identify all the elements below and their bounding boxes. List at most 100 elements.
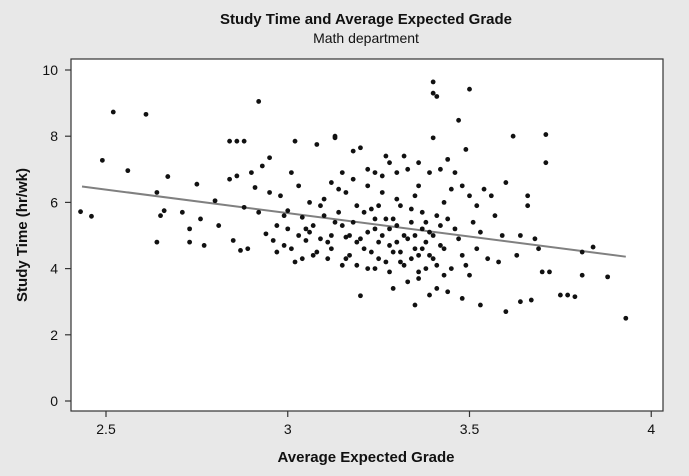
- data-point: [416, 276, 422, 281]
- data-point: [412, 233, 418, 238]
- data-point: [405, 166, 411, 172]
- data-point: [89, 213, 94, 219]
- data-point: [394, 223, 400, 228]
- data-point: [459, 295, 465, 301]
- data-point: [579, 272, 585, 278]
- x-tick-label: 3.5: [460, 421, 480, 437]
- data-point: [241, 138, 247, 144]
- data-point: [350, 219, 356, 225]
- data-point: [510, 133, 516, 139]
- data-point: [405, 279, 411, 285]
- data-point: [354, 262, 360, 268]
- data-point: [470, 219, 476, 225]
- data-point: [328, 233, 334, 238]
- data-point: [416, 183, 422, 189]
- x-axis-label: Average Expected Grade: [277, 449, 454, 466]
- data-point: [358, 293, 363, 299]
- data-point: [434, 213, 440, 219]
- data-point: [245, 246, 251, 252]
- data-point: [296, 183, 302, 189]
- data-point: [78, 209, 83, 215]
- data-point: [463, 262, 469, 268]
- data-point: [238, 247, 243, 253]
- data-point: [441, 272, 447, 278]
- data-point: [394, 170, 400, 176]
- data-point: [339, 223, 345, 228]
- data-point: [350, 148, 356, 154]
- data-point: [423, 239, 429, 245]
- data-point: [267, 190, 272, 195]
- data-point: [194, 181, 200, 187]
- data-point: [623, 315, 629, 321]
- data-point: [372, 266, 378, 271]
- data-point: [379, 233, 385, 238]
- data-point: [543, 160, 549, 166]
- data-point: [408, 256, 414, 262]
- data-point: [525, 203, 531, 209]
- data-point: [339, 262, 345, 268]
- y-tick-label: 6: [50, 194, 58, 210]
- data-point: [361, 209, 367, 215]
- data-point: [387, 226, 392, 232]
- data-point: [161, 208, 167, 214]
- data-point: [434, 286, 440, 291]
- data-point: [303, 226, 309, 232]
- data-point: [288, 170, 294, 176]
- data-point: [427, 292, 432, 298]
- data-point: [416, 252, 422, 258]
- y-tick-label: 0: [50, 393, 58, 409]
- data-point: [343, 190, 349, 195]
- chart-subtitle: Math department: [313, 30, 419, 46]
- data-point: [438, 223, 443, 228]
- data-point: [401, 153, 407, 159]
- data-point: [401, 262, 407, 268]
- data-point: [325, 239, 331, 245]
- data-point: [256, 209, 262, 215]
- data-point: [387, 269, 392, 275]
- data-point: [336, 209, 342, 215]
- data-point: [307, 229, 312, 235]
- data-point: [445, 216, 451, 222]
- y-tick-label: 10: [42, 62, 58, 78]
- data-point: [318, 203, 323, 209]
- data-point: [227, 176, 232, 182]
- data-point: [368, 206, 374, 212]
- data-point: [267, 155, 272, 161]
- data-point: [314, 142, 320, 147]
- data-point: [459, 183, 465, 189]
- data-point: [441, 200, 447, 205]
- data-point: [328, 246, 334, 252]
- data-point: [234, 138, 240, 144]
- data-point: [605, 274, 611, 280]
- data-point: [303, 238, 309, 243]
- data-point: [430, 233, 436, 238]
- data-point: [358, 236, 363, 242]
- data-point: [430, 90, 436, 96]
- data-point: [394, 196, 400, 202]
- data-point: [430, 135, 436, 141]
- data-point: [296, 233, 302, 238]
- data-point: [281, 213, 287, 219]
- data-point: [448, 266, 454, 271]
- data-point: [376, 203, 382, 209]
- data-point: [467, 272, 472, 278]
- data-point: [292, 259, 298, 265]
- data-point: [201, 243, 207, 248]
- data-point: [179, 209, 185, 215]
- y-tick-label: 4: [50, 261, 58, 277]
- data-point: [427, 252, 432, 258]
- data-point: [376, 256, 382, 262]
- data-point: [499, 233, 505, 238]
- data-point: [503, 309, 509, 315]
- data-point: [434, 94, 440, 99]
- data-point: [405, 236, 411, 242]
- data-point: [198, 216, 203, 222]
- y-tick-label: 2: [50, 327, 58, 343]
- data-point: [398, 203, 403, 209]
- data-point: [154, 239, 160, 245]
- data-point: [278, 193, 283, 199]
- data-point: [307, 200, 312, 205]
- plot-area: [70, 58, 664, 412]
- data-point: [343, 256, 349, 262]
- data-point: [361, 246, 367, 252]
